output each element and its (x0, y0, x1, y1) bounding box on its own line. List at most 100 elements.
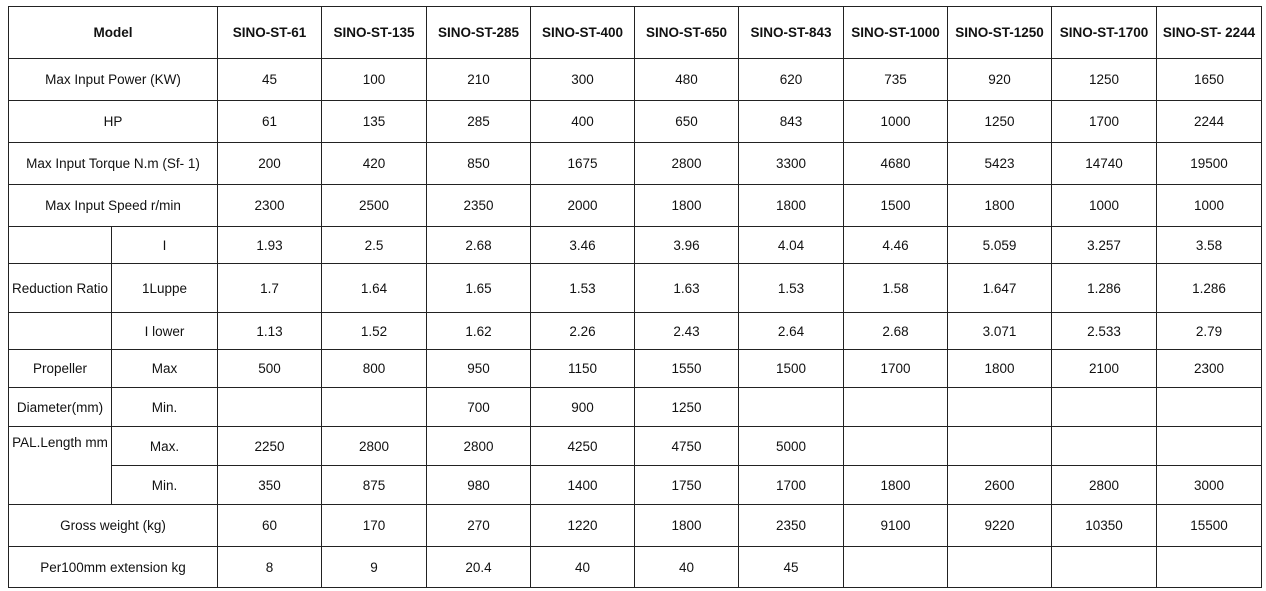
table-cell: 2300 (217, 184, 322, 227)
table-cell: 1000 (1156, 184, 1262, 227)
table-cell: 843 (738, 100, 844, 143)
table-cell: 1150 (530, 349, 635, 388)
table-cell: 300 (530, 58, 635, 101)
table-cell: 620 (738, 58, 844, 101)
table-cell (1051, 426, 1157, 466)
row-sublabel: I lower (111, 312, 218, 350)
model-column-header: SINO-ST-1250 (947, 6, 1052, 59)
table-cell: 1800 (738, 184, 844, 227)
table-cell (843, 426, 948, 466)
table-cell: 875 (321, 465, 427, 505)
table-cell: 1.286 (1156, 263, 1262, 313)
row-label (8, 226, 112, 264)
table-cell: 45 (217, 58, 322, 101)
table-cell: 1220 (530, 504, 635, 547)
table-cell: 500 (217, 349, 322, 388)
table-cell: 1700 (843, 349, 948, 388)
table-row: HP 61 135 285 400 650 843 1000 1250 1700 2244 (8, 100, 1262, 143)
model-column-header: SINO-ST-843 (738, 6, 844, 59)
table-cell: 2.43 (634, 312, 739, 350)
table-cell: 3.46 (530, 226, 635, 264)
row-sublabel: I (111, 226, 218, 264)
table-cell: 2100 (1051, 349, 1157, 388)
model-column-header: SINO-ST-135 (321, 6, 427, 59)
table-cell: 1.13 (217, 312, 322, 350)
model-column-header: SINO-ST-1000 (843, 6, 948, 59)
table-cell: 5.059 (947, 226, 1052, 264)
spec-table: Model SINO-ST-61 SINO-ST-135 SINO-ST-285 SI… (8, 6, 1262, 588)
table-cell: 1000 (843, 100, 948, 143)
row-label: HP (8, 100, 218, 143)
table-cell: 1.58 (843, 263, 948, 313)
model-column-header: SINO-ST-400 (530, 6, 635, 59)
table-cell (843, 546, 948, 588)
table-cell: 2244 (1156, 100, 1262, 143)
table-cell: 170 (321, 504, 427, 547)
table-cell: 2000 (530, 184, 635, 227)
table-cell: 19500 (1156, 142, 1262, 185)
table-cell: 2300 (1156, 349, 1262, 388)
table-cell: 1700 (738, 465, 844, 505)
model-column-header: SINO-ST-650 (634, 6, 739, 59)
table-cell: 735 (843, 58, 948, 101)
table-cell: 2.79 (1156, 312, 1262, 350)
header-row: Model SINO-ST-61 SINO-ST-135 SINO-ST-285 SI… (8, 6, 1262, 59)
table-cell (947, 426, 1052, 466)
table-row: Max Input Power (KW) 45 100 210 300 480 620 735… (8, 58, 1262, 101)
table-cell: 1.65 (426, 263, 531, 313)
table-cell: 980 (426, 465, 531, 505)
table-cell (1051, 546, 1157, 588)
table-cell: 8 (217, 546, 322, 588)
table-cell: 61 (217, 100, 322, 143)
table-cell: 2600 (947, 465, 1052, 505)
table-cell: 4.46 (843, 226, 948, 264)
table-cell: 3.58 (1156, 226, 1262, 264)
table-cell: 14740 (1051, 142, 1157, 185)
table-cell: 210 (426, 58, 531, 101)
row-sublabel: Max. (111, 426, 218, 466)
table-cell: 1.64 (321, 263, 427, 313)
table-cell: 5423 (947, 142, 1052, 185)
table-cell: 2800 (426, 426, 531, 466)
table-cell: 20.4 (426, 546, 531, 588)
table-cell: 1700 (1051, 100, 1157, 143)
table-cell: 9100 (843, 504, 948, 547)
table-cell (843, 387, 948, 427)
table-cell: 1400 (530, 465, 635, 505)
table-cell: 1550 (634, 349, 739, 388)
table-cell: 2800 (1051, 465, 1157, 505)
table-cell: 650 (634, 100, 739, 143)
table-cell: 10350 (1051, 504, 1157, 547)
table-cell: 2800 (321, 426, 427, 466)
table-row: Reduction Ratio 1Luppe 1.7 1.64 1.65 1.53 1.63… (8, 263, 1262, 313)
table-cell: 4250 (530, 426, 635, 466)
table-cell: 1.7 (217, 263, 322, 313)
table-cell: 2.64 (738, 312, 844, 350)
row-label: Diameter(mm) (8, 387, 112, 427)
model-column-header: SINO-ST-285 (426, 6, 531, 59)
row-label: Gross weight (kg) (8, 504, 218, 547)
table-cell: 350 (217, 465, 322, 505)
table-cell: 1.53 (738, 263, 844, 313)
table-row: Per100mm extension kg 8 9 20.4 40 40 45 (8, 546, 1262, 588)
table-cell: 15500 (1156, 504, 1262, 547)
table-cell (1156, 546, 1262, 588)
table-cell: 4680 (843, 142, 948, 185)
table-cell: 1650 (1156, 58, 1262, 101)
row-sublabel: Min. (111, 465, 218, 505)
model-column-header: SINO-ST- 2244 (1156, 6, 1262, 59)
table-cell (217, 387, 322, 427)
table-cell: 1000 (1051, 184, 1157, 227)
table-cell: 700 (426, 387, 531, 427)
table-cell: 1.286 (1051, 263, 1157, 313)
row-label: Max Input Torque N.m (Sf- 1) (8, 142, 218, 185)
table-cell (1051, 387, 1157, 427)
row-label (8, 312, 112, 350)
table-cell: 40 (634, 546, 739, 588)
table-cell: 1250 (1051, 58, 1157, 101)
table-cell: 3.96 (634, 226, 739, 264)
table-cell (738, 387, 844, 427)
table-cell: 1800 (843, 465, 948, 505)
table-cell (947, 387, 1052, 427)
table-cell: 2800 (634, 142, 739, 185)
